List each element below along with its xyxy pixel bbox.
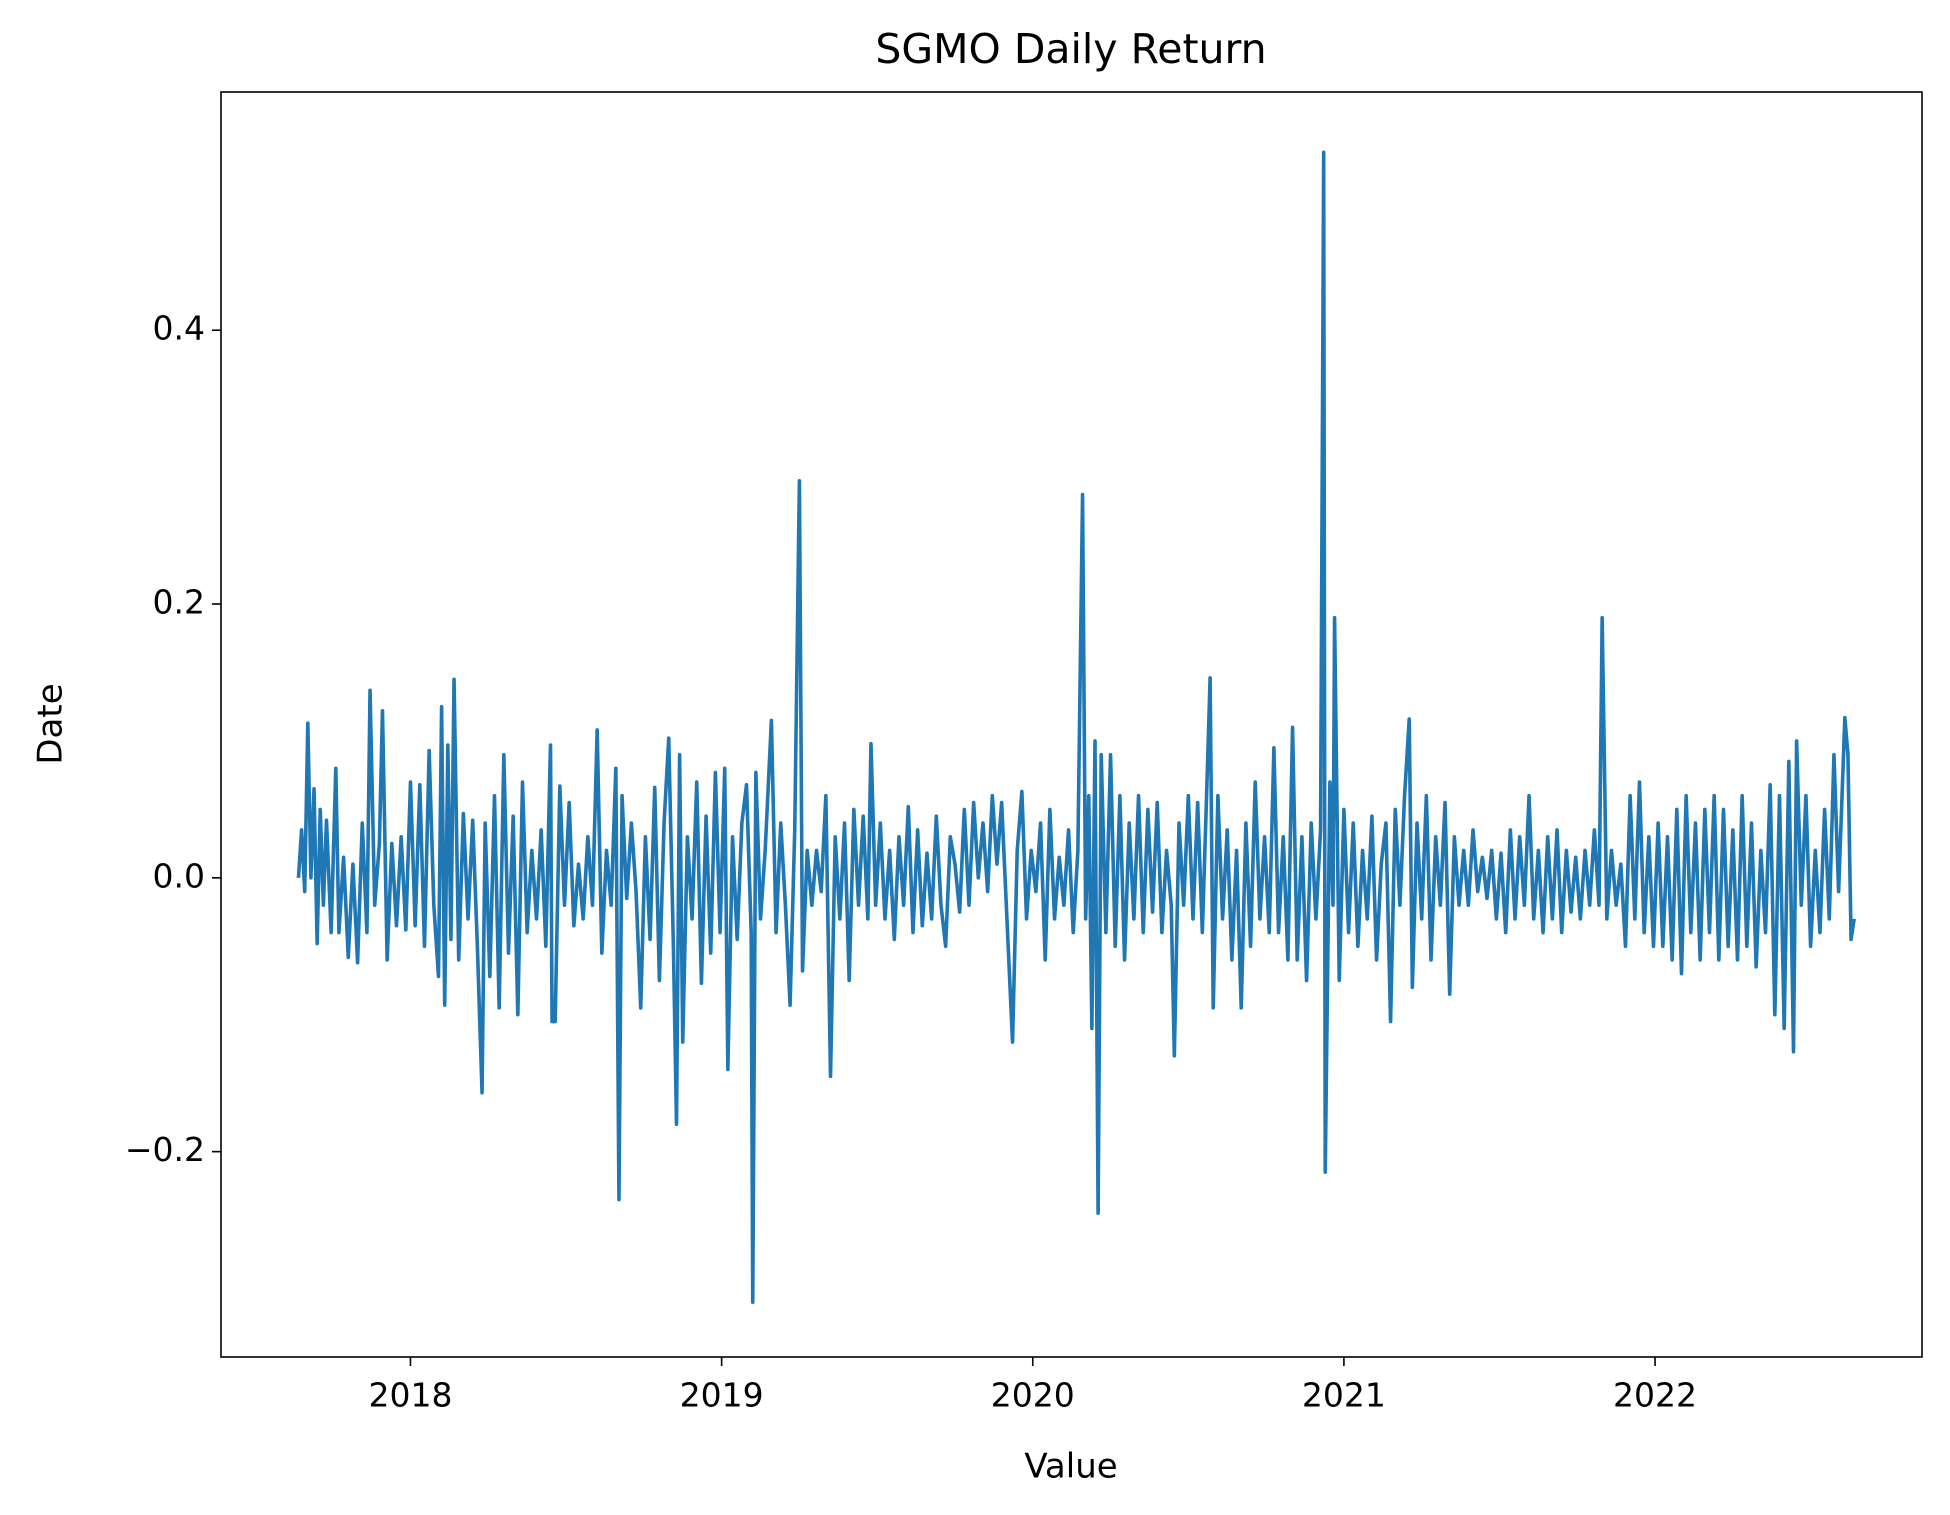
x-axis-label: Value (1024, 1447, 1117, 1487)
y-tick-label: 0.4 (153, 309, 205, 348)
y-tick-label: −0.2 (125, 1130, 205, 1169)
x-tick-label: 2019 (680, 1376, 764, 1415)
x-tick-label: 2020 (991, 1376, 1075, 1415)
x-tick-label: 2022 (1613, 1376, 1697, 1415)
x-tick-label: 2021 (1302, 1376, 1386, 1415)
plot-frame (220, 91, 1923, 1358)
data-line (296, 150, 1856, 1305)
y-axis-label: Date (31, 683, 71, 764)
chart-title: SGMO Daily Return (875, 25, 1266, 73)
y-tick-label: 0.2 (153, 583, 205, 622)
y-tick-label: 0.0 (153, 856, 205, 895)
x-tick-label: 2018 (368, 1376, 452, 1415)
